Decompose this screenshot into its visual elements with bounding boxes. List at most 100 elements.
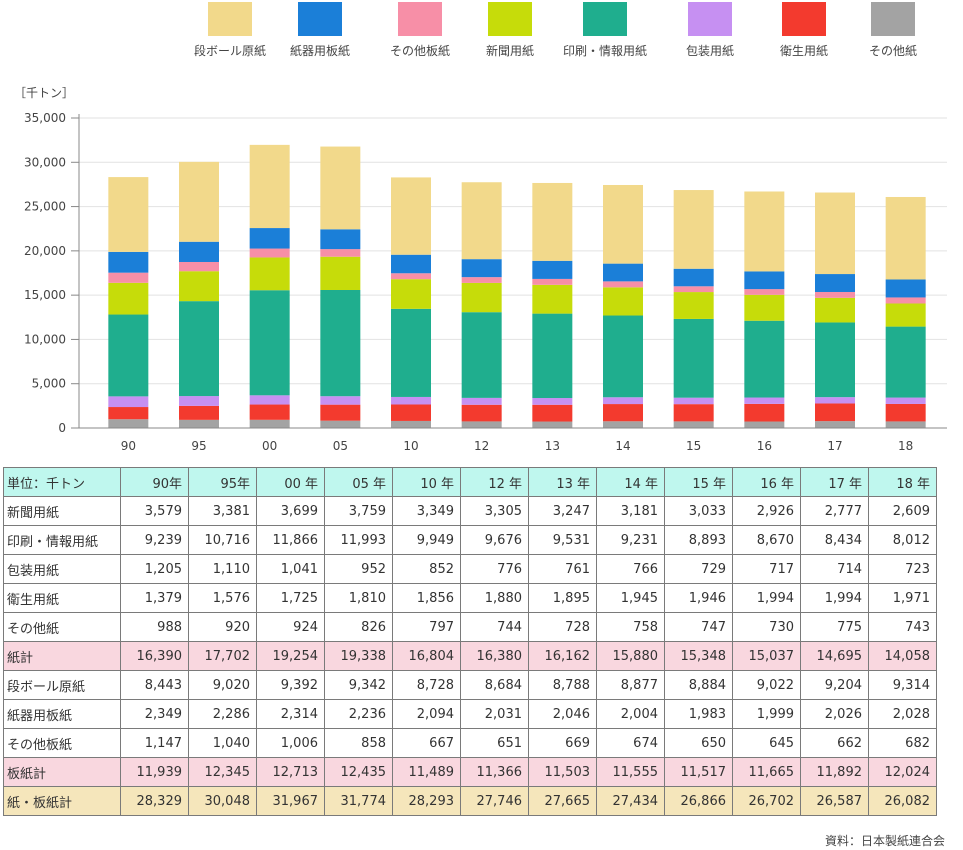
bar-segment [532,398,573,405]
bar-segment [673,404,714,422]
table-cell: 3,181 [596,496,665,526]
table-row: 段ボール原紙 8,443 9,020 9,392 9,342 8,728 8,684 8,78… [3,670,937,700]
table-cell: 650 [664,728,733,758]
bar-segment [673,286,714,293]
table-column-header: 18 年 [868,467,937,497]
table-cell: 11,517 [664,757,733,787]
table-cell: 2,026 [800,699,869,729]
table-cell: 2,349 [120,699,189,729]
table-cell: 26,082 [868,786,937,816]
table-column-header: 12 年 [460,467,529,497]
table-cell: 1,971 [868,583,937,613]
legend: 段ボール原紙 紙器用板紙 その他板紙 新聞用紙 印刷・情報用紙 包装用紙 衛生用紙 その他紙 [0,0,963,62]
bar-segment [461,312,502,398]
table-cell: 3,305 [460,496,529,526]
x-tick-label: 17 [827,439,842,453]
table-cell: 2,236 [324,699,393,729]
table-cell: 19,338 [324,641,393,671]
bar-segment [815,274,855,292]
bar-segment [815,192,855,275]
table-row: 紙計 16,390 17,702 19,254 19,338 16,804 16,380 16… [3,641,937,671]
legend-item: 印刷・情報用紙 [555,0,655,59]
table-cell: 1,006 [256,728,325,758]
table-cell: 9,531 [528,525,597,555]
table-cell: 11,665 [732,757,801,787]
table-row: 紙器用板紙 2,349 2,286 2,314 2,236 2,094 2,031 2,046… [3,699,937,729]
row-header: 紙・板紙計 [3,786,121,816]
bar-segment [461,404,502,422]
table-column-header: 95年 [188,467,257,497]
y-tick-label: 20,000 [24,244,66,258]
legend-label: 新聞用紙 [485,44,534,58]
bar-segment [179,161,219,242]
table-column-header: 15 年 [664,467,733,497]
table-cell: 728 [528,612,597,642]
x-tick-label: 12 [474,439,489,453]
bar-segment [461,421,502,428]
row-header: 紙計 [3,641,121,671]
table-row: 板紙計 11,939 12,345 12,713 12,435 11,489 11,366 1… [3,757,937,787]
x-tick-label: 13 [545,439,560,453]
bar-segment [815,297,855,323]
table-cell: 3,247 [528,496,597,526]
table-cell: 26,866 [664,786,733,816]
bar-segment [179,405,219,420]
table-column-header: 05 年 [324,467,393,497]
table-cell: 2,028 [868,699,937,729]
table-header-row: 単位：千トン 90年 95年 00 年 05 年 10 年 12 年 13 年 14 年 15 … [3,467,937,497]
table-cell: 1,880 [460,583,529,613]
table-cell: 12,024 [868,757,937,787]
x-tick-label: 14 [615,439,630,453]
table-cell: 1,810 [324,583,393,613]
table-cell: 26,587 [800,786,869,816]
bar-segment [249,248,290,258]
table-row: 新聞用紙 3,579 3,381 3,699 3,759 3,349 3,305 3,247 3… [3,496,937,526]
table-cell: 852 [392,554,461,584]
table-cell: 2,004 [596,699,665,729]
table-row: その他紙 988 920 924 826 797 744 728 758 747 730 775 743 [3,612,937,642]
bar-segment [744,191,785,272]
table-row: その他板紙 1,147 1,040 1,006 858 667 651 669 674 650 64… [3,728,937,758]
bar-segment [885,279,926,298]
x-axis: 90 95 00 05 10 12 13 14 15 16 17 18 [79,427,947,453]
bar-segment [885,326,926,398]
bar-segment [885,297,926,304]
table-cell: 9,204 [800,670,869,700]
x-tick-label: 00 [262,439,277,453]
bar-segment [461,397,502,405]
table-cell: 11,503 [528,757,597,787]
bar-segment [673,318,714,398]
legend-item: その他紙 [843,0,943,59]
table-cell: 729 [664,554,733,584]
table-cell: 662 [800,728,869,758]
bar-segment [885,403,926,422]
table-cell: 667 [392,728,461,758]
table-cell: 1,945 [596,583,665,613]
bar-segment [391,279,431,309]
table-cell: 9,342 [324,670,393,700]
bar-segment [320,420,361,428]
bar-segment [532,284,573,314]
bar-segment [815,397,855,404]
y-tick-label: 30,000 [24,155,66,169]
legend-item: その他板紙 [370,0,470,59]
row-header: 印刷・情報用紙 [3,525,121,555]
table-cell: 3,579 [120,496,189,526]
legend-swatch [871,2,915,36]
table-cell: 9,392 [256,670,325,700]
table-cell: 11,993 [324,525,393,555]
bar-segment [320,229,361,250]
bar-segment [108,272,149,283]
bar-segment [815,403,855,422]
bar-segment [320,249,361,257]
table-cell: 858 [324,728,393,758]
table-cell: 8,893 [664,525,733,555]
table-cell: 8,670 [732,525,801,555]
bar-segment [603,421,643,428]
bar-segment [391,420,431,428]
table-cell: 723 [868,554,937,584]
x-tick-label: 15 [686,439,701,453]
legend-label: その他板紙 [389,44,450,58]
bar-segment [815,322,855,398]
table-cell: 1,946 [664,583,733,613]
